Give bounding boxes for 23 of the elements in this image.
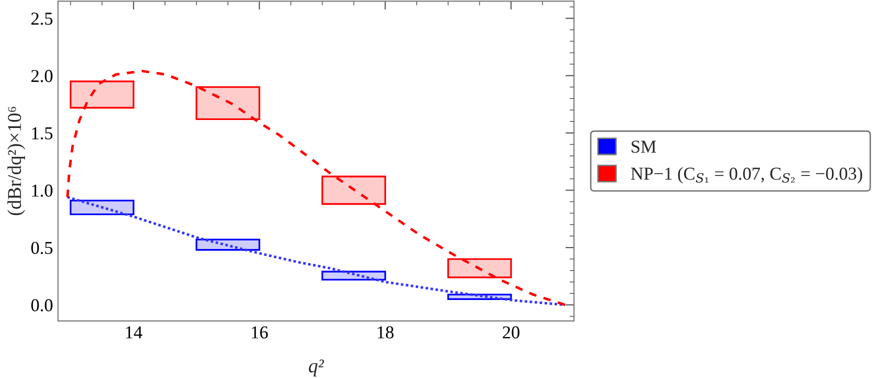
y-tick-label: 0.5 xyxy=(31,242,52,254)
y-tick-label: 1.5 xyxy=(32,127,52,140)
x-tick-label: 20 xyxy=(502,326,520,338)
y-axis-title: (dBr/dq²)×10⁶ xyxy=(7,106,26,216)
line-series xyxy=(66,70,566,306)
bar xyxy=(70,200,134,216)
y-tick-label: 0.0 xyxy=(31,299,52,312)
legend-label: SM xyxy=(632,140,656,153)
x-tick-label: 18 xyxy=(378,326,394,338)
y-tick-label: 2.0 xyxy=(31,70,52,82)
bar xyxy=(447,258,512,278)
bar xyxy=(321,176,386,205)
bar xyxy=(196,86,260,120)
bar xyxy=(321,270,386,280)
x-tick-label: 14 xyxy=(126,326,142,338)
bar xyxy=(70,80,134,109)
line-series xyxy=(66,196,566,306)
x-axis-title: q² xyxy=(308,360,324,376)
y-tick-label: 2.5 xyxy=(31,12,52,25)
y-tick-label: 1.0 xyxy=(32,184,52,197)
bar xyxy=(196,238,260,251)
x-tick-label: 16 xyxy=(252,326,268,338)
legend-label: NP−1 (C$_{S₁}$ = 0.07, C$_{S₂}$ = −0.03) xyxy=(630,167,862,184)
